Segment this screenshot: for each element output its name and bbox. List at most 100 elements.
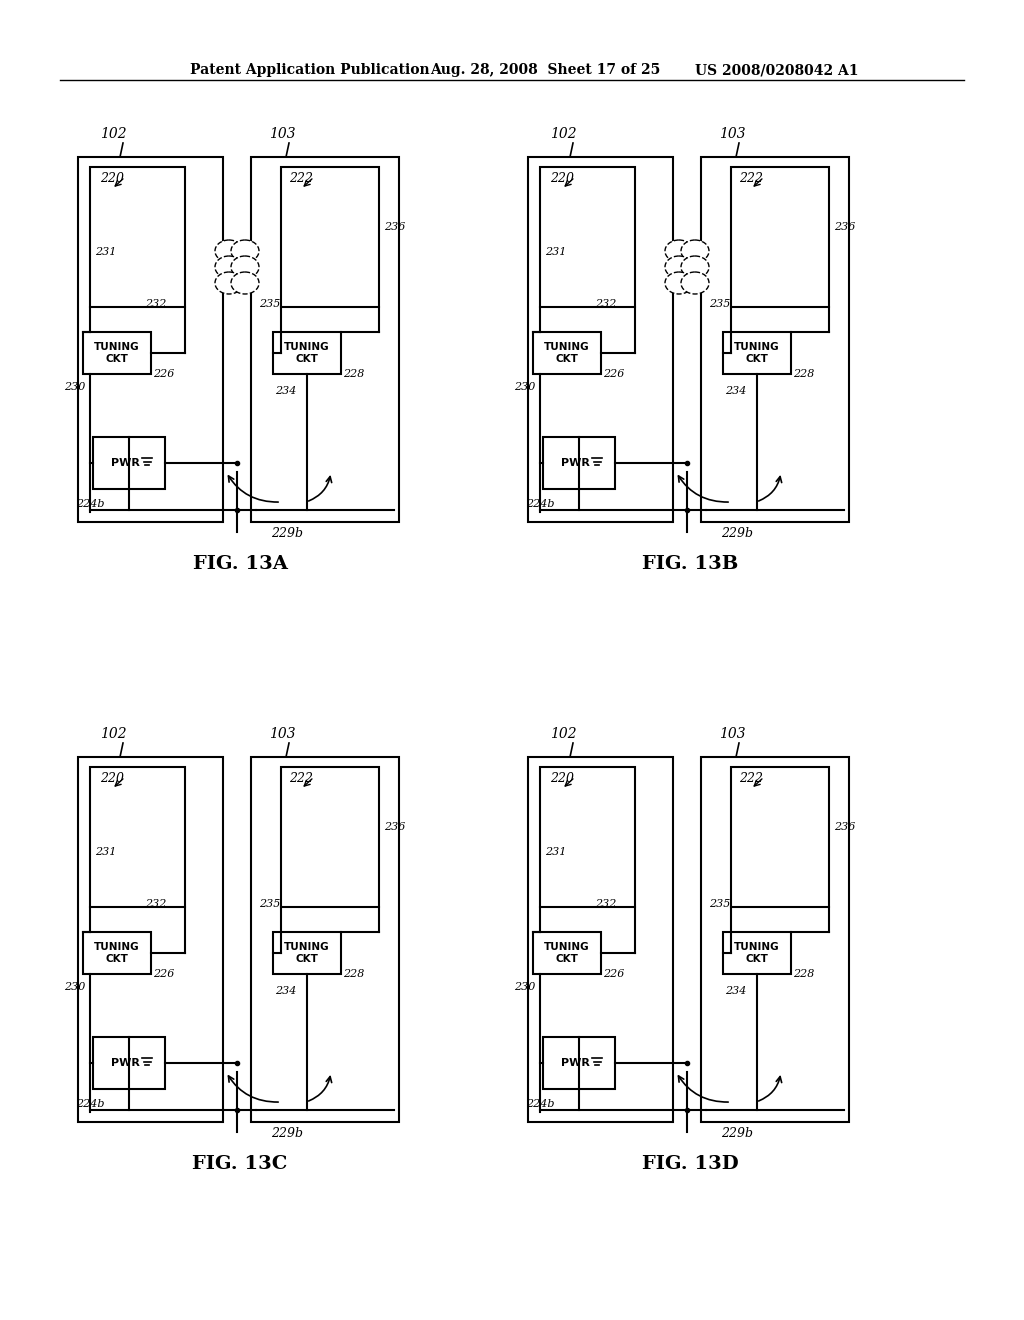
Bar [83,333,151,374]
Ellipse shape [681,240,709,261]
Text: 226: 226 [603,969,625,979]
Text: 103: 103 [269,727,296,741]
Text: 229b: 229b [271,1127,303,1140]
Text: 103: 103 [719,727,745,741]
Text: 232: 232 [145,899,166,909]
Text: FIG. 13A: FIG. 13A [193,554,288,573]
Text: 234: 234 [275,385,296,396]
Text: 231: 231 [545,247,566,257]
Text: 230: 230 [514,381,536,392]
Text: 226: 226 [603,370,625,379]
Text: 232: 232 [145,300,166,309]
Text: US 2008/0208042 A1: US 2008/0208042 A1 [695,63,858,77]
Ellipse shape [665,240,693,261]
Text: 102: 102 [100,727,127,741]
Text: 222: 222 [289,772,313,785]
Text: TUNING
CKT: TUNING CKT [734,942,780,964]
Text: 235: 235 [709,899,730,909]
Ellipse shape [231,256,259,279]
Ellipse shape [665,272,693,294]
Text: 229b: 229b [721,1127,753,1140]
Bar [723,932,791,974]
Bar [281,168,379,308]
Bar [534,333,601,374]
Text: 224b: 224b [76,499,104,510]
Bar [731,767,829,907]
Text: 228: 228 [343,969,365,979]
Text: PWR: PWR [111,458,140,469]
Text: TUNING
CKT: TUNING CKT [285,342,330,364]
Bar [273,333,341,374]
Text: 230: 230 [514,982,536,993]
Bar [93,1038,165,1089]
Text: PWR: PWR [561,1059,590,1068]
Text: 236: 236 [384,222,406,232]
Bar [528,756,673,1122]
Text: 228: 228 [343,370,365,379]
Bar [723,333,791,374]
Ellipse shape [681,272,709,294]
Text: FIG. 13B: FIG. 13B [642,554,738,573]
Text: 224b: 224b [526,499,555,510]
Ellipse shape [215,240,243,261]
Text: 226: 226 [153,969,174,979]
Text: 235: 235 [259,899,281,909]
Bar [540,767,635,907]
Text: 220: 220 [100,772,124,785]
Ellipse shape [231,240,259,261]
Text: FIG. 13D: FIG. 13D [642,1155,738,1173]
Text: PWR: PWR [111,1059,140,1068]
Text: TUNING
CKT: TUNING CKT [544,942,590,964]
Bar [78,157,223,521]
Text: 231: 231 [545,847,566,857]
Bar [543,437,615,488]
Text: 220: 220 [550,772,574,785]
Text: TUNING
CKT: TUNING CKT [94,942,140,964]
Bar [540,168,635,308]
Text: TUNING
CKT: TUNING CKT [285,942,330,964]
Text: 102: 102 [550,127,577,141]
Text: 229b: 229b [721,527,753,540]
Text: 226: 226 [153,370,174,379]
Ellipse shape [681,256,709,279]
Text: TUNING
CKT: TUNING CKT [94,342,140,364]
Bar [93,437,165,488]
Text: 229b: 229b [271,527,303,540]
Text: 224b: 224b [526,1100,555,1109]
Bar [701,756,849,1122]
Ellipse shape [231,272,259,294]
Bar [83,932,151,974]
Text: 220: 220 [100,172,124,185]
Bar [731,168,829,308]
Text: 236: 236 [834,822,855,832]
Bar [90,767,185,907]
Text: 236: 236 [384,822,406,832]
Bar [534,932,601,974]
Text: 232: 232 [595,899,616,909]
Text: 230: 230 [63,381,85,392]
Bar [701,157,849,521]
Bar [251,157,399,521]
Text: 235: 235 [709,300,730,309]
Text: FIG. 13C: FIG. 13C [193,1155,288,1173]
Text: 231: 231 [95,247,117,257]
Text: 102: 102 [100,127,127,141]
Ellipse shape [665,256,693,279]
Ellipse shape [215,272,243,294]
Bar [528,157,673,521]
Text: 103: 103 [269,127,296,141]
Text: 230: 230 [63,982,85,993]
Text: 222: 222 [739,172,763,185]
Text: Aug. 28, 2008  Sheet 17 of 25: Aug. 28, 2008 Sheet 17 of 25 [430,63,660,77]
Text: TUNING
CKT: TUNING CKT [544,342,590,364]
Text: 222: 222 [739,772,763,785]
Text: 220: 220 [550,172,574,185]
Text: 102: 102 [550,727,577,741]
Text: 228: 228 [793,370,814,379]
Bar [78,756,223,1122]
Text: 234: 234 [275,986,296,997]
Text: PWR: PWR [561,458,590,469]
Text: 222: 222 [289,172,313,185]
Text: 235: 235 [259,300,281,309]
Text: 103: 103 [719,127,745,141]
